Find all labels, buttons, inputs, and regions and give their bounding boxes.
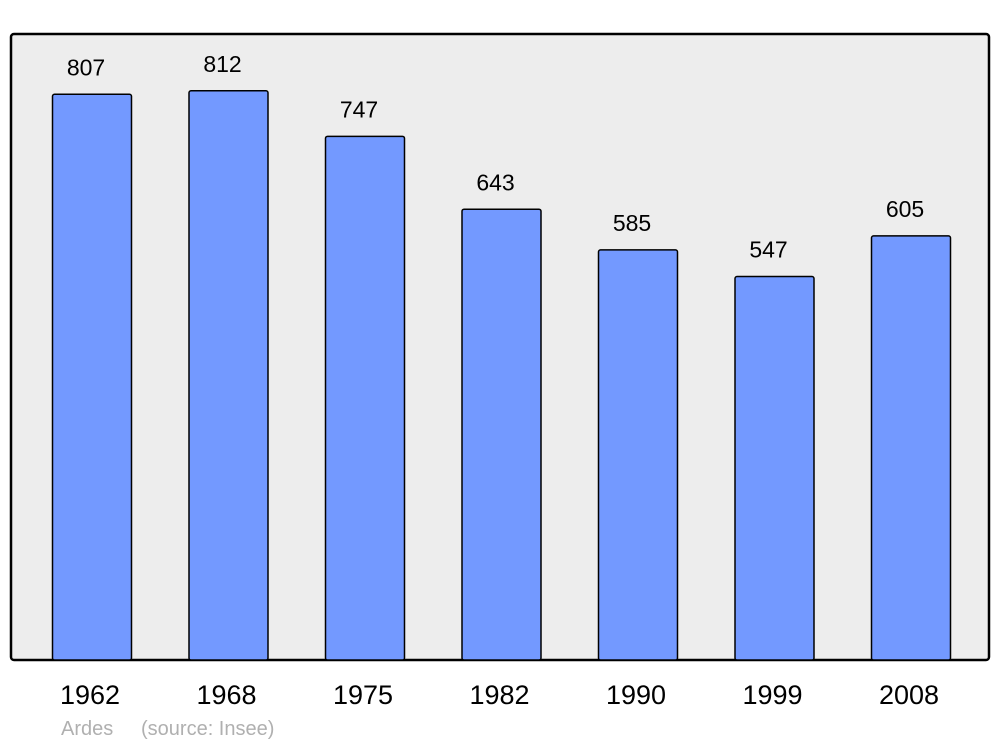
bar-2008 — [870, 235, 952, 661]
x-tick-label-1962: 1962 — [60, 680, 120, 710]
x-tick-label-2008: 2008 — [879, 680, 939, 710]
x-tick-label-1982: 1982 — [469, 680, 529, 710]
data-label-1990: 585 — [613, 210, 651, 236]
footer-source: (source: Insee) — [141, 718, 275, 740]
x-tick-label-1975: 1975 — [333, 680, 393, 710]
data-label-1975: 747 — [340, 96, 378, 122]
bar-1962 — [51, 93, 133, 661]
x-tick-label-1999: 1999 — [742, 680, 802, 710]
bar-1990 — [597, 249, 679, 661]
bar-1975 — [324, 135, 406, 661]
x-tick-label-1990: 1990 — [606, 680, 666, 710]
data-label-1962: 807 — [67, 54, 105, 80]
footer-place: Ardes — [61, 718, 114, 740]
data-label-1999: 547 — [749, 237, 787, 263]
bar-1982 — [461, 208, 542, 661]
bar-1999 — [734, 275, 815, 661]
data-label-1968: 812 — [203, 51, 241, 77]
bar-1968 — [188, 90, 269, 661]
data-label-2008: 605 — [886, 196, 924, 222]
data-label-1982: 643 — [476, 169, 514, 195]
x-tick-label-1968: 1968 — [196, 680, 256, 710]
